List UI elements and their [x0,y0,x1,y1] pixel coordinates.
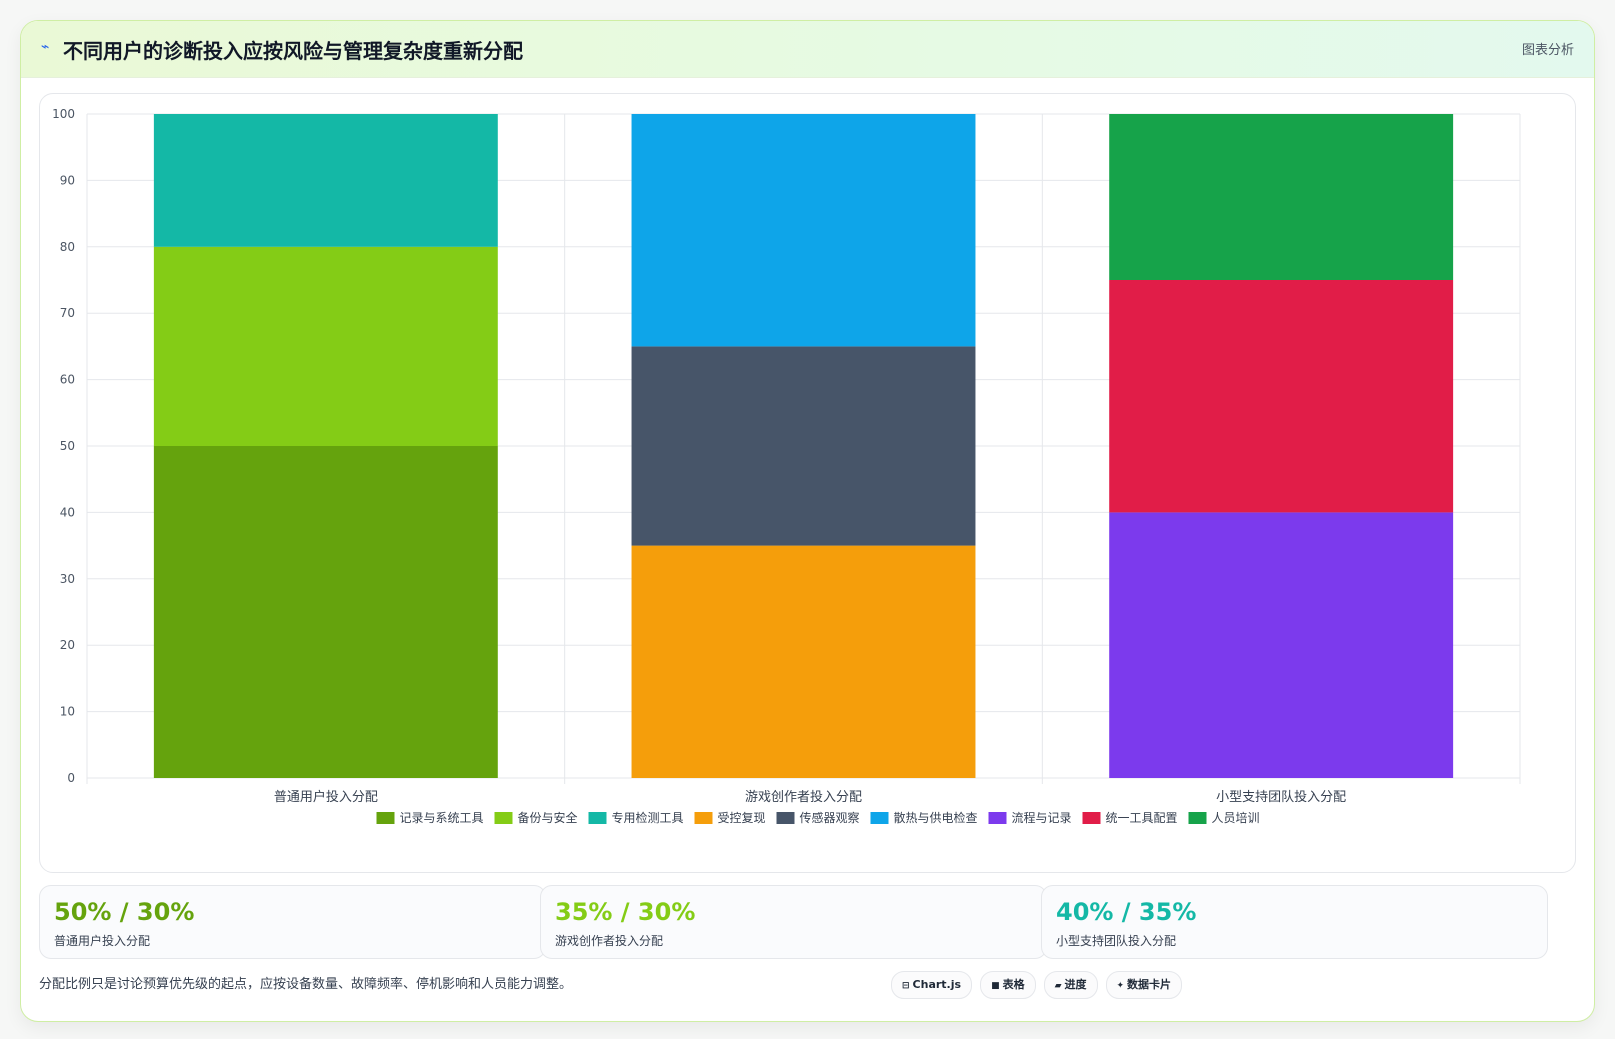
stat-label: 小型支持团队投入分配 [1056,934,1177,948]
page-title: 不同用户的诊断投入应按风险与管理复杂度重新分配 [63,39,523,63]
legend-swatch [1082,812,1101,824]
table-icon: ■ [991,981,1000,991]
chart-panel: 0 10 20 30 40 50 60 70 80 90 100 普通用户投入分配 游戏创作者投入分配 小… [39,93,1576,873]
stat-value: 35% / 30% [555,898,696,926]
bar-segment [1109,512,1454,778]
pill-chartjs[interactable]: ⊟ Chart.js [891,971,973,999]
legend-swatch [494,812,513,824]
pill-table[interactable]: ■ 表格 [980,971,1036,999]
chart-line-icon: ⌁ [41,39,50,55]
legend-label: 散热与供电检查 [894,810,978,825]
pill-progress[interactable]: ▰ 进度 [1043,971,1098,999]
legend-swatch [776,812,795,824]
bar-segment [631,346,976,546]
legend-label: 人员培训 [1212,810,1260,825]
legend-label: 受控复现 [718,811,766,825]
progress-icon: ▰ [1054,981,1062,991]
legend-label: 传感器观察 [800,810,860,825]
legend-swatch [694,812,713,824]
chartjs-icon: ⊟ [902,981,910,991]
legend-label: 备份与安全 [518,810,578,825]
y-tick-label: 20 [60,638,75,652]
legend-swatch [988,812,1007,824]
bar-segment [153,114,498,247]
stat-cards: 50% / 30% 普通用户投入分配 35% / 30% 游戏创作者投入分配 4… [39,885,1574,959]
bar-segment [631,114,976,347]
y-tick-label: 90 [60,173,75,187]
pill-label: 表格 [1002,978,1025,991]
legend-label: 专用检测工具 [612,810,684,825]
y-tick-label: 80 [60,240,75,254]
x-tick-label: 普通用户投入分配 [274,789,378,805]
pill-label: 数据卡片 [1127,978,1172,991]
y-tick-label: 10 [60,705,75,719]
legend-label: 流程与记录 [1012,810,1072,825]
header-tag[interactable]: 图表分析 [1521,43,1574,58]
stacked-bar-chart: 0 10 20 30 40 50 60 70 80 90 100 普通用户投入分配 游戏创作者投入分配 小… [52,107,1521,825]
y-tick-label: 100 [52,107,75,121]
stat-value: 40% / 35% [1056,898,1197,926]
footer-note: 分配比例只是讨论预算优先级的起点，应按设备数量、故障频率、停机影响和人员能力调整… [39,977,573,992]
stat-card-3: 40% / 35% 小型支持团队投入分配 [1041,885,1548,959]
chart-card: ⌁ 不同用户的诊断投入应按风险与管理复杂度重新分配 图表分析 0 10 20 30 40… [20,20,1595,1022]
bar-segment [631,545,976,778]
bar-segment [1109,114,1454,280]
stat-label: 普通用户投入分配 [54,934,151,948]
legend-swatch [870,812,889,824]
y-tick-label: 50 [60,439,75,453]
x-tick-label: 小型支持团队投入分配 [1216,789,1346,805]
legend-swatch [376,812,395,824]
y-tick-label: 60 [60,373,75,387]
bar-segment [153,446,498,778]
feature-pills: ⊟ Chart.js ■ 表格 ▰ 进度 ✦ 数据卡片 [891,971,1190,999]
y-tick-label: 40 [60,505,75,519]
stat-card-1: 50% / 30% 普通用户投入分配 [39,885,546,959]
legend-swatch [588,812,607,824]
x-tick-label: 游戏创作者投入分配 [745,789,862,805]
legend-label: 记录与系统工具 [400,811,484,825]
stat-value: 50% / 30% [54,898,195,926]
pill-label: Chart.js [912,978,962,991]
stat-label: 游戏创作者投入分配 [555,934,664,948]
pill-data-card[interactable]: ✦ 数据卡片 [1105,971,1183,999]
legend-label: 统一工具配置 [1106,811,1178,825]
bar-segment [153,246,498,446]
card-header: ⌁ 不同用户的诊断投入应按风险与管理复杂度重新分配 图表分析 [21,21,1594,78]
y-tick-label: 70 [60,306,75,320]
data-card-icon: ✦ [1116,981,1125,991]
stat-card-2: 35% / 30% 游戏创作者投入分配 [540,885,1047,959]
y-tick-label: 0 [67,771,75,785]
pill-label: 进度 [1064,978,1087,991]
legend-swatch [1188,812,1207,824]
bar-segment [1109,280,1454,513]
y-tick-label: 30 [60,572,75,586]
